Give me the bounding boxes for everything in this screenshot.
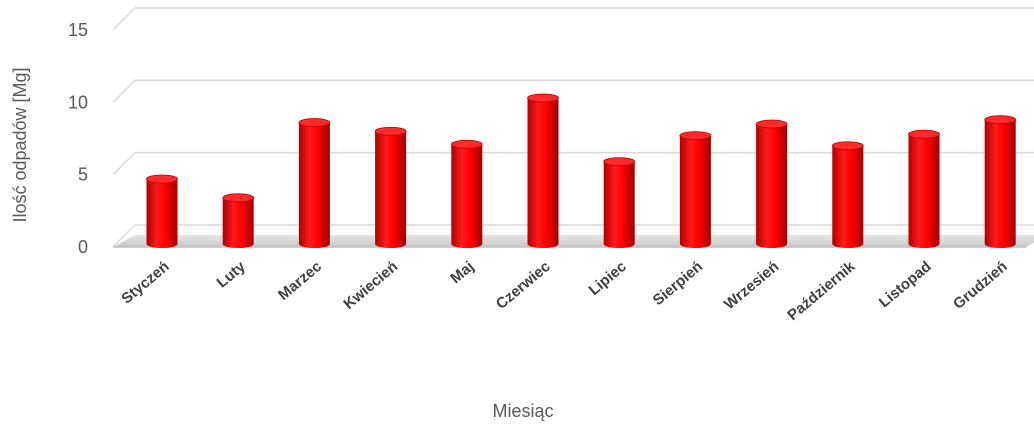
bar: [146, 174, 178, 248]
x-tick-label: Październik: [784, 258, 859, 324]
y-axis-ticks: 0 5 10 15: [68, 20, 88, 257]
bar: [908, 129, 940, 248]
bar: [374, 126, 407, 248]
x-tick-label: Lipiec: [586, 258, 630, 299]
y-tick-label: 5: [78, 165, 88, 185]
x-tick-label: Kwiecień: [340, 258, 401, 313]
bar: [450, 139, 483, 248]
y-tick-label: 15: [68, 20, 88, 40]
gridline: [112, 151, 1034, 176]
bar: [984, 115, 1017, 249]
gridline: [112, 224, 1034, 248]
floor-plane: [113, 235, 1034, 247]
x-tick-label: Marzec: [275, 258, 325, 304]
gridline: [112, 79, 1034, 103]
chart-floor: [113, 235, 1034, 248]
x-tick-label: Wrzesień: [721, 258, 782, 313]
bar: [222, 193, 255, 248]
x-tick-label: Luty: [214, 258, 250, 292]
bar: [298, 118, 331, 248]
bar: [603, 157, 636, 248]
bar: [755, 119, 788, 248]
x-tick-label: Grudzień: [950, 258, 1011, 313]
gridline: [112, 7, 1034, 31]
x-tick-label: Listopad: [876, 258, 935, 311]
x-axis-ticks: Styczeń Luty Marzec Kwiecień Maj Czerwiec Lipi…: [118, 258, 1011, 324]
bar: [527, 93, 559, 248]
bars: [146, 93, 1017, 249]
bar: [679, 131, 712, 248]
gridlines: [112, 7, 1034, 248]
y-tick-label: 0: [78, 237, 88, 257]
bar: [831, 141, 864, 248]
x-axis-title: Miesiąc: [492, 401, 553, 421]
x-tick-label: Sierpień: [650, 258, 706, 309]
x-tick-label: Czerwiec: [493, 258, 554, 313]
x-tick-label: Maj: [447, 258, 477, 287]
y-axis-title: Ilość odpadów [Mg]: [10, 67, 30, 222]
y-tick-label: 10: [68, 92, 88, 112]
x-tick-label: Styczeń: [118, 258, 172, 307]
